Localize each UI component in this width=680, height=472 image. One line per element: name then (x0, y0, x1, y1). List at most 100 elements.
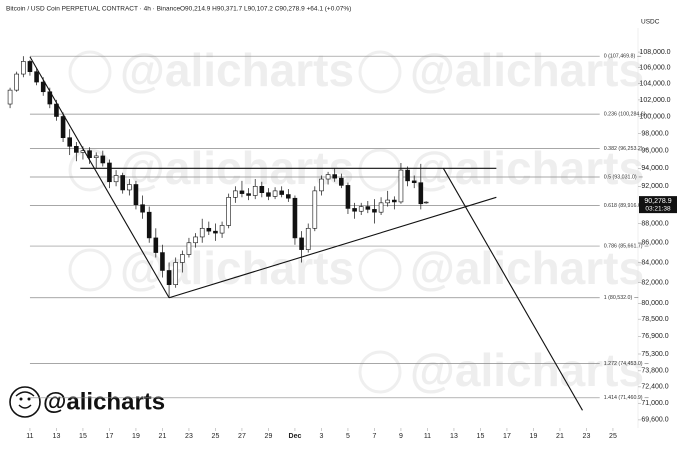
x-tick-label: 19 (530, 433, 538, 440)
candle-body (127, 184, 132, 191)
y-tick-label: 94,000.0 (641, 165, 668, 172)
candle-body (365, 206, 371, 210)
candle-body (358, 206, 364, 212)
x-tick-label: 17 (503, 433, 511, 440)
watermark-face (68, 50, 112, 94)
y-tick-label: 80,000.0 (641, 300, 668, 307)
y-tick-label: 71,000.0 (641, 400, 668, 407)
x-tick-label: 27 (238, 433, 246, 440)
candle-body (423, 201, 429, 204)
candle-body (339, 177, 344, 186)
fib-label: 0.382 (96,253.2) (604, 146, 643, 152)
x-tick-label: 5 (346, 433, 350, 440)
last-price-tag (639, 196, 677, 214)
candle-body (93, 155, 99, 158)
candle-body (299, 237, 304, 250)
fib-label: 0.618 (89,916.6) (604, 203, 643, 209)
candle-body (325, 174, 331, 180)
x-tick-label: 25 (609, 433, 617, 440)
candle-body (166, 270, 172, 285)
candle-body (286, 194, 291, 199)
x-tick-label: 19 (132, 433, 140, 440)
candle-body (319, 178, 324, 192)
x-tick-label: 17 (106, 433, 114, 440)
watermark-text: @alicharts (120, 44, 354, 96)
candle-body (87, 150, 92, 158)
y-tick-label: 86,000.0 (641, 240, 668, 247)
y-tick-label: 108,000.0 (639, 49, 670, 56)
candle-body (372, 209, 377, 213)
x-tick-label: 21 (159, 433, 167, 440)
candle-body (305, 227, 311, 250)
candle-body (398, 169, 404, 203)
trend-line (442, 168, 583, 411)
candle-body (418, 182, 424, 205)
candle-body (74, 146, 79, 153)
candle-body (100, 155, 106, 164)
candle-body (21, 61, 26, 75)
candle-body (246, 193, 251, 196)
candle-body (233, 190, 238, 198)
watermark-text: @alicharts (410, 242, 644, 294)
candle-body (173, 262, 178, 285)
watermark-face (68, 248, 112, 292)
candle-body (239, 190, 245, 194)
candle-body (312, 190, 318, 229)
x-tick-label: 23 (583, 433, 591, 440)
candle-body (153, 237, 159, 253)
watermark-text: @alicharts (410, 344, 644, 396)
candle-body (54, 103, 59, 117)
watermark-face (358, 148, 402, 192)
candle-body (7, 89, 13, 105)
ohlc-readout: O90,214.9 H90,371.7 L90,107.2 C90,278.9 … (180, 6, 351, 13)
candle-body (332, 174, 338, 179)
candle-body (133, 184, 139, 206)
candle-body (60, 116, 66, 138)
candle-body (140, 204, 145, 213)
watermark-face (358, 248, 402, 292)
candle-body (259, 186, 265, 194)
y-tick-label: 88,000.0 (641, 220, 668, 227)
candle-body (27, 61, 33, 72)
y-tick-label: 73,800.0 (641, 368, 668, 375)
x-tick-label: 3 (319, 433, 323, 440)
trend-line (168, 196, 497, 299)
candle-body (385, 199, 391, 204)
fib-label: 1 (80,532.0) (604, 295, 633, 301)
y-tick-label: 78,500.0 (641, 316, 668, 323)
watermark-text: @alicharts (410, 44, 644, 96)
candle-body (405, 169, 410, 182)
x-tick-label: 11 (26, 433, 33, 440)
candle-body (411, 180, 417, 183)
candle-body (279, 190, 285, 195)
logo-face-detail (15, 391, 35, 409)
candle-body (120, 175, 125, 191)
x-tick-label: 23 (185, 433, 193, 440)
watermark-face (358, 50, 402, 94)
candle-body (226, 196, 231, 226)
y-tick-label: 69,600.0 (641, 417, 668, 424)
candle-body (292, 197, 298, 239)
x-tick-label: 7 (372, 433, 376, 440)
y-tick-label: 82,000.0 (641, 279, 668, 286)
y-tick-label: 92,000.0 (641, 183, 668, 190)
candle-body (213, 230, 218, 234)
logo-text: @alicharts (43, 388, 165, 415)
candle-body (266, 192, 271, 197)
y-tick-label: 84,000.0 (641, 259, 668, 266)
y-tick-label: 76,900.0 (641, 333, 668, 340)
last-price-label: 90,278.9 (644, 198, 671, 205)
x-tick-label: 13 (450, 433, 458, 440)
brand-logo: @alicharts (9, 386, 165, 418)
candle-body (193, 236, 198, 244)
x-tick-label: 21 (556, 433, 564, 440)
fib-label: 0.5 (93,031.0) (604, 174, 637, 180)
x-tick-label: 13 (53, 433, 61, 440)
candle-body (14, 73, 19, 91)
x-tick-label: Dec (289, 433, 302, 440)
logo-eye (27, 397, 31, 401)
fib-label: 1.414 (71,460.9) (604, 395, 643, 401)
candle-body (206, 227, 212, 232)
y-tick-label: 104,000.0 (639, 81, 670, 88)
y-tick-label: 100,000.0 (639, 113, 670, 120)
